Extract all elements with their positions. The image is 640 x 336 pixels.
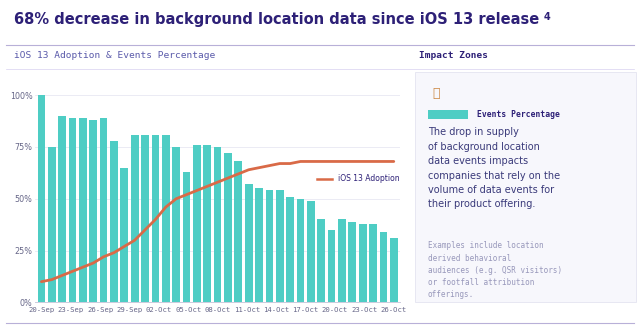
Bar <box>428 110 468 119</box>
Bar <box>276 191 284 302</box>
Bar <box>68 118 76 302</box>
Text: 4: 4 <box>544 12 551 22</box>
Bar <box>296 199 305 302</box>
Bar <box>338 219 346 302</box>
Bar <box>359 224 367 302</box>
Bar <box>224 153 232 302</box>
Bar <box>131 134 139 302</box>
Text: 🔑: 🔑 <box>433 87 440 100</box>
Bar <box>245 184 253 302</box>
Legend: iOS 13 Adoption: iOS 13 Adoption <box>317 174 400 183</box>
Bar <box>141 134 149 302</box>
Bar <box>390 238 397 302</box>
Text: Events Percentage: Events Percentage <box>477 110 559 119</box>
Bar <box>328 230 335 302</box>
Text: iOS 13 Adoption & Events Percentage: iOS 13 Adoption & Events Percentage <box>14 51 215 60</box>
Bar <box>286 197 294 302</box>
Bar <box>317 219 325 302</box>
Text: 68% decrease in background location data since iOS 13 release: 68% decrease in background location data… <box>14 12 545 27</box>
Text: Impact Zones: Impact Zones <box>419 51 488 60</box>
Bar <box>193 145 201 302</box>
Bar <box>172 147 180 302</box>
FancyBboxPatch shape <box>415 72 636 302</box>
Bar <box>120 168 128 302</box>
Bar <box>380 232 387 302</box>
Bar <box>100 118 108 302</box>
Bar <box>38 95 45 302</box>
Bar <box>182 172 190 302</box>
Bar <box>110 141 118 302</box>
Bar <box>90 120 97 302</box>
Text: The drop in supply
of background location
data events impacts
companies that rel: The drop in supply of background locatio… <box>428 127 560 209</box>
Bar <box>348 221 356 302</box>
Text: Examples include location
derived behavioral
audiences (e.g. QSR visitors)
or fo: Examples include location derived behavi… <box>428 241 562 299</box>
Bar <box>162 134 170 302</box>
Bar <box>266 191 273 302</box>
Bar <box>152 134 159 302</box>
Bar <box>204 145 211 302</box>
Bar <box>234 162 242 302</box>
Bar <box>58 116 66 302</box>
Bar <box>369 224 377 302</box>
Bar <box>214 147 221 302</box>
Bar <box>255 188 263 302</box>
Bar <box>48 147 56 302</box>
Bar <box>79 118 87 302</box>
Bar <box>307 201 315 302</box>
